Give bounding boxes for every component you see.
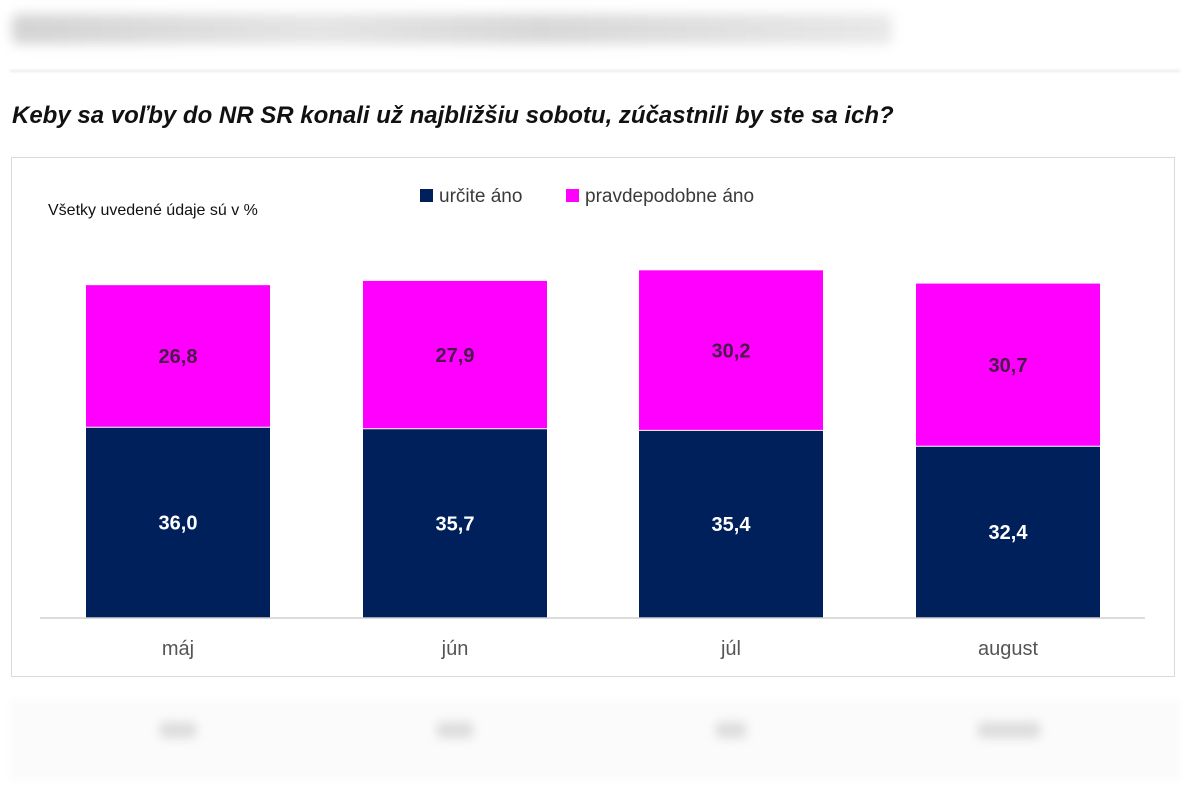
blurred-heading [12, 14, 892, 44]
x-tick-labels: máj jún júl august [162, 638, 1039, 660]
bar-pravdepodobne-1 [86, 285, 270, 428]
legend-swatch-1 [420, 189, 433, 202]
data-label-pravdepodobne-3: 30,2 [712, 340, 751, 362]
legend-swatch-2 [566, 189, 579, 202]
data-label-urcite-3: 35,4 [712, 514, 752, 536]
data-label-urcite-2: 35,7 [436, 513, 475, 535]
x-tick-label-2: jún [441, 638, 469, 660]
data-label-urcite-1: 36,0 [159, 513, 198, 535]
bar-pravdepodobne-4 [916, 283, 1100, 447]
blurred-footer-label [437, 722, 473, 738]
chart-title: Keby sa voľby do NR SR konali už najbliž… [12, 102, 894, 129]
chart-note: Všetky uvedené údaje sú v % [48, 202, 258, 219]
legend-label-2: pravdepodobne áno [585, 186, 754, 207]
blurred-footer [10, 700, 1180, 780]
legend: určite áno pravdepodobne áno [420, 186, 754, 207]
bar-pravdepodobne-2 [363, 280, 547, 429]
bar-urcite-2 [363, 428, 547, 618]
data-label-pravdepodobne-2: 27,9 [436, 345, 475, 367]
data-label-pravdepodobne-4: 30,7 [989, 355, 1028, 377]
blurred-footer-label [160, 722, 196, 738]
bar-urcite-1 [86, 427, 270, 618]
blurred-divider [10, 70, 1180, 72]
blurred-footer-label [978, 722, 1040, 738]
bar-urcite-4 [916, 446, 1100, 618]
x-tick-label-3: júl [720, 638, 741, 660]
legend-label-1: určite áno [439, 186, 522, 207]
data-label-pravdepodobne-1: 26,8 [159, 346, 198, 368]
x-tick-label-4: august [978, 638, 1038, 660]
data-label-urcite-4: 32,4 [989, 522, 1029, 544]
bar-pravdepodobne-3 [639, 270, 823, 431]
bars: 36,0 26,8 35,7 27,9 35,4 30,2 32,4 30,7 [86, 270, 1100, 618]
blurred-footer-label [716, 722, 746, 738]
x-tick-label-1: máj [162, 638, 194, 660]
bar-urcite-3 [639, 430, 823, 618]
